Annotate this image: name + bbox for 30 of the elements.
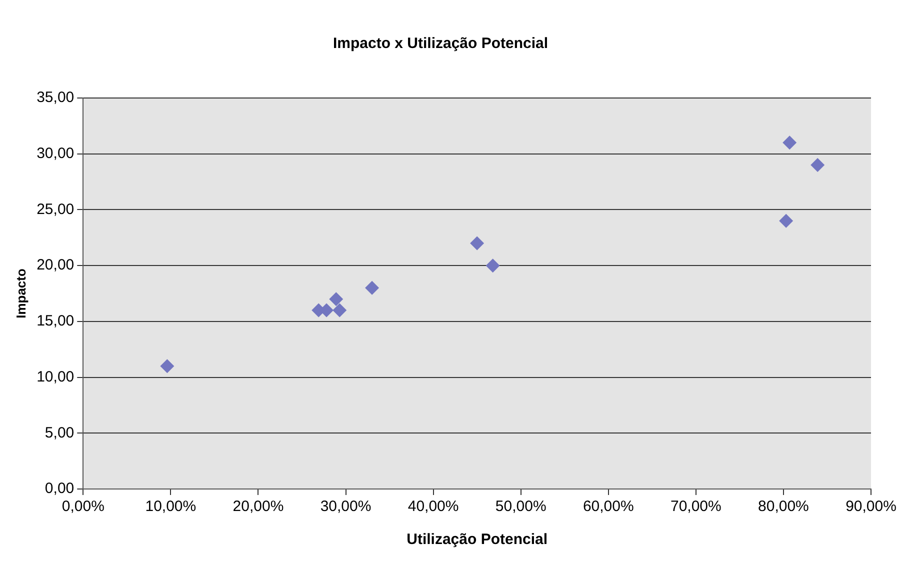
x-tick-label: 20,00%	[232, 498, 284, 516]
x-tick-label: 30,00%	[320, 498, 372, 516]
x-tick-label: 50,00%	[495, 498, 546, 516]
x-axis-title: Utilização Potencial	[406, 531, 548, 548]
point	[782, 136, 797, 150]
y-tick-label: 15,00	[36, 312, 74, 330]
y-axis-title: Impacto	[13, 268, 28, 318]
x-tick-label: 10,00%	[145, 498, 196, 516]
point	[470, 236, 484, 250]
point	[332, 303, 347, 318]
x-tick-label: 60,00%	[582, 498, 634, 516]
point	[810, 158, 825, 172]
y-tick-label: 35,00	[36, 89, 74, 106]
point	[486, 258, 500, 273]
y-tick-label: 5,00	[44, 424, 74, 442]
y-tick-label: 20,00	[36, 256, 74, 274]
x-tick-label: 0,00%	[62, 498, 104, 516]
chart-title: Impacto x Utilização Potencial	[332, 35, 548, 52]
y-tick-label: 30,00	[36, 145, 74, 162]
x-tick-label: 40,00%	[408, 498, 459, 516]
x-tick-label: 80,00%	[758, 498, 809, 516]
point	[329, 292, 344, 306]
y-tick-label: 10,00	[36, 368, 74, 386]
point	[160, 359, 174, 374]
point	[779, 214, 794, 228]
point	[365, 280, 380, 295]
x-tick-label: 90,00%	[846, 498, 896, 516]
x-tick-label: 70,00%	[670, 498, 722, 516]
y-tick-label: 0,00	[44, 480, 74, 498]
y-tick-label: 25,00	[36, 200, 74, 218]
